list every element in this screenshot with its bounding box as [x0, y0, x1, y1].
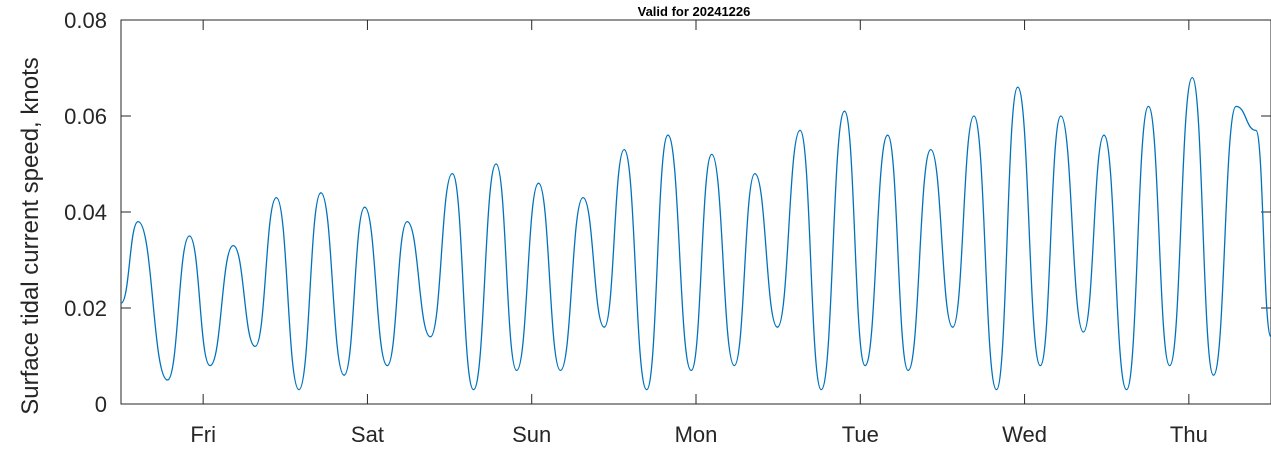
x-tick-label: Tue — [842, 422, 879, 447]
chart-title: Valid for 20241226 — [638, 4, 751, 19]
y-tick-label: 0.02 — [64, 296, 107, 321]
x-tick-label: Mon — [675, 422, 718, 447]
y-tick-label: 0 — [95, 392, 107, 417]
y-tick-label: 0.08 — [64, 8, 107, 33]
x-tick-label: Sun — [512, 422, 551, 447]
x-tick-label: Wed — [1002, 422, 1047, 447]
y-tick-label: 0.06 — [64, 104, 107, 129]
y-tick-label: 0.04 — [64, 200, 107, 225]
x-tick-label: Thu — [1170, 422, 1208, 447]
plot-area: 0 0.02 0.04 0.06 0.08 Fri Sat Sun Mon Tue Wed Thu — [64, 8, 1271, 447]
x-tick-label: Sat — [351, 422, 384, 447]
x-tick-label: Fri — [190, 422, 216, 447]
series-line-0 — [120, 76, 1271, 391]
y-axis-title: Surface tidal current speed, knots — [17, 57, 44, 415]
